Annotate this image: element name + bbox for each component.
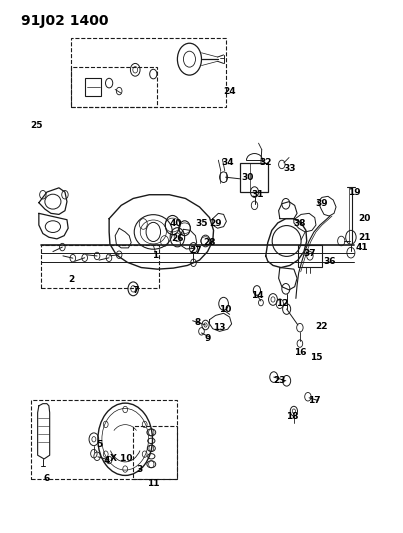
Text: 19: 19 — [348, 188, 360, 197]
Text: 25: 25 — [31, 121, 43, 130]
Text: 4: 4 — [104, 456, 110, 465]
Bar — [298, 245, 322, 266]
Text: 30: 30 — [241, 173, 254, 182]
Bar — [71, 67, 157, 107]
Text: 6: 6 — [44, 474, 50, 482]
Text: 17: 17 — [307, 396, 320, 405]
Text: 36: 36 — [324, 257, 336, 265]
Text: 9: 9 — [204, 334, 211, 343]
Text: 13: 13 — [213, 323, 226, 332]
Text: 39: 39 — [316, 199, 328, 208]
Text: 33: 33 — [284, 164, 296, 173]
Bar — [71, 38, 226, 107]
Text: 31: 31 — [251, 190, 264, 199]
Text: 29: 29 — [209, 220, 222, 229]
Text: 3: 3 — [136, 465, 142, 474]
Text: 20: 20 — [358, 214, 370, 223]
Text: 11: 11 — [147, 479, 160, 488]
Text: 8: 8 — [194, 318, 201, 327]
Text: 12: 12 — [276, 299, 288, 308]
Text: 21: 21 — [358, 233, 370, 242]
Text: 1: 1 — [152, 252, 158, 260]
Text: 40: 40 — [169, 220, 182, 229]
Text: 16: 16 — [294, 348, 306, 357]
Text: 91J02 1400: 91J02 1400 — [21, 14, 108, 28]
Bar — [133, 426, 177, 479]
Text: 41: 41 — [356, 244, 368, 253]
Text: 7: 7 — [132, 286, 138, 295]
Text: X 10: X 10 — [110, 455, 133, 463]
Text: 34: 34 — [221, 158, 234, 167]
Bar — [85, 78, 101, 96]
Text: 2: 2 — [68, 275, 74, 284]
Text: 5: 5 — [96, 440, 102, 449]
Text: 37: 37 — [303, 249, 316, 258]
Text: 27: 27 — [189, 246, 202, 255]
Text: 35: 35 — [195, 220, 208, 229]
Bar — [240, 163, 268, 192]
Text: 28: 28 — [203, 238, 216, 247]
Bar — [41, 245, 159, 288]
Text: 10: 10 — [219, 304, 232, 313]
Text: 22: 22 — [316, 321, 328, 330]
Text: 26: 26 — [171, 235, 184, 244]
Bar — [31, 400, 177, 479]
Text: 15: 15 — [310, 353, 322, 362]
Text: 18: 18 — [286, 412, 298, 421]
Text: 23: 23 — [274, 376, 286, 385]
Text: 14: 14 — [251, 291, 264, 300]
Text: 24: 24 — [223, 86, 236, 95]
Text: 38: 38 — [294, 220, 306, 229]
Text: 32: 32 — [260, 158, 272, 167]
